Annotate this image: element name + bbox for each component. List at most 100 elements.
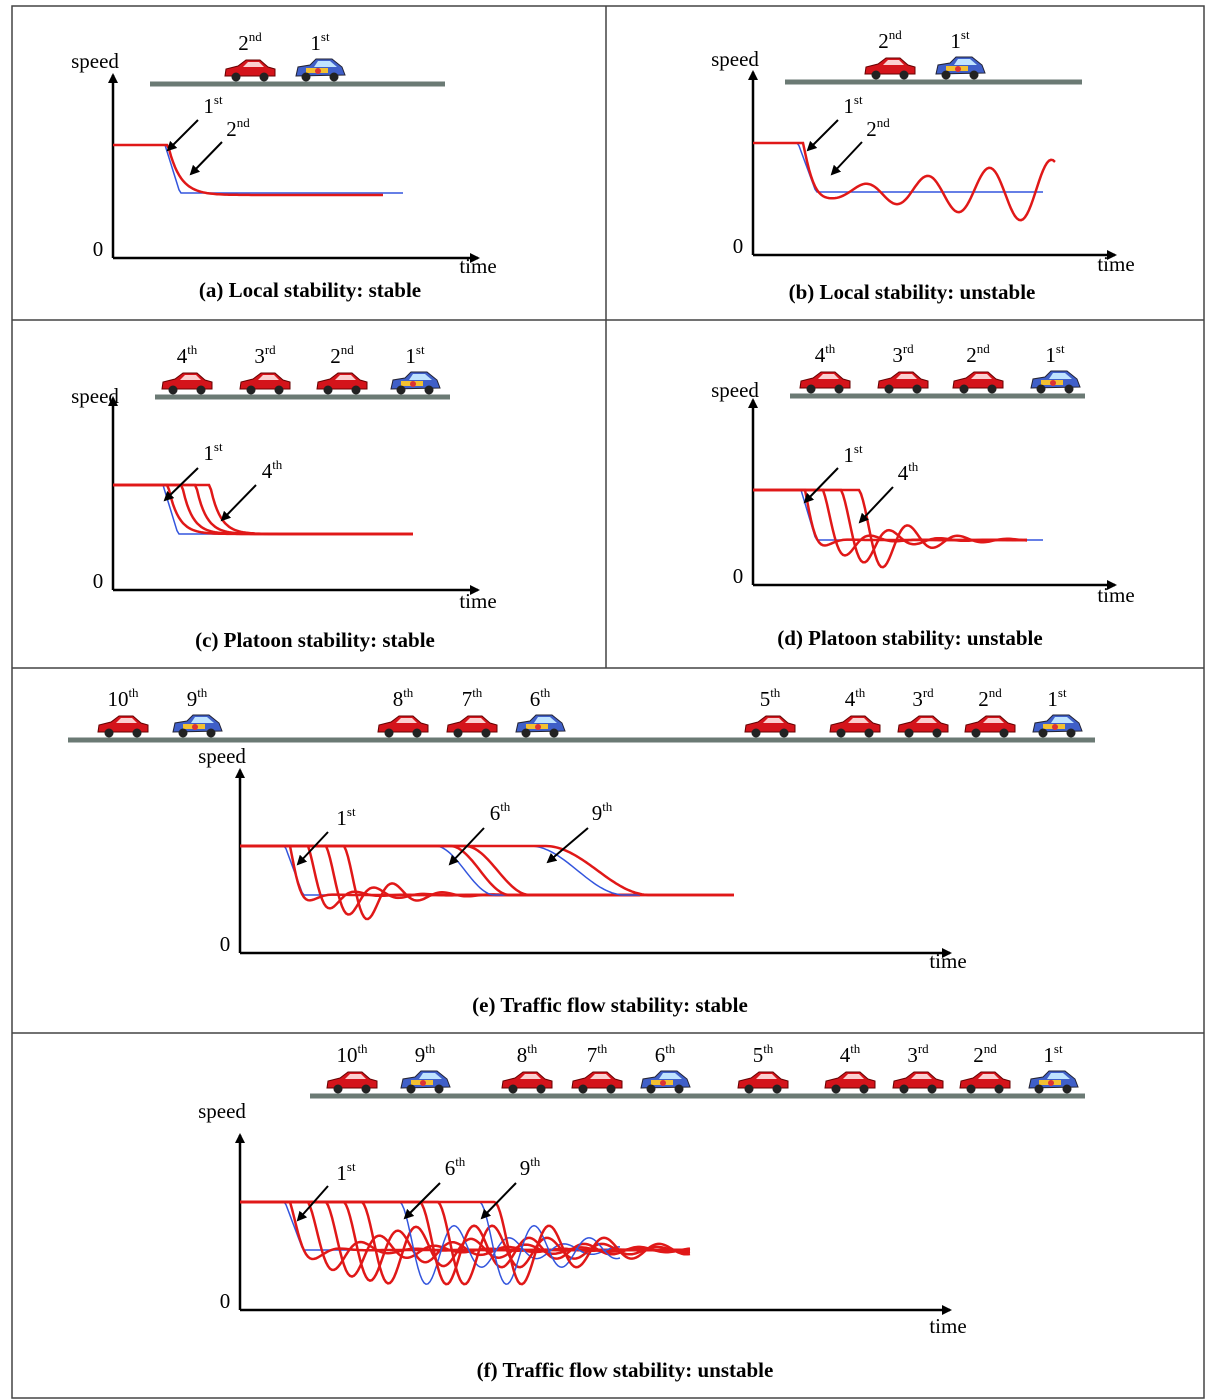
wheel xyxy=(970,71,979,80)
curve-label-number: 1 xyxy=(203,441,214,465)
caption: (c) Platoon stability: stable xyxy=(195,628,435,652)
curve-label-suffix: st xyxy=(854,92,863,107)
caption: (f) Traffic flow stability: unstable xyxy=(477,1358,774,1382)
wheel xyxy=(872,71,881,80)
car-label-suffix: th xyxy=(850,1041,861,1056)
car xyxy=(572,1072,622,1094)
car-label-number: 4 xyxy=(845,687,856,711)
car-decal xyxy=(1048,1080,1054,1086)
follower-curve xyxy=(113,485,413,534)
car-label-number: 4 xyxy=(815,343,826,367)
wheel xyxy=(933,729,942,738)
y-axis-label: speed xyxy=(198,744,246,768)
curve-label: 1st xyxy=(843,92,863,118)
car-decal xyxy=(955,66,961,72)
x-axis-label: time xyxy=(459,589,496,613)
car-label-suffix: nd xyxy=(889,27,903,42)
car-label-suffix: rd xyxy=(265,342,276,357)
car-label-suffix: st xyxy=(1056,341,1065,356)
car-label-number: 1 xyxy=(1043,1043,1054,1067)
car-label-suffix: nd xyxy=(249,29,263,44)
wheel xyxy=(865,729,874,738)
car-label: 6th xyxy=(530,685,551,711)
arrow xyxy=(222,485,256,520)
car-label: 3rd xyxy=(907,1041,929,1067)
curve-label: 1st xyxy=(203,92,223,118)
wheel xyxy=(1035,1085,1044,1094)
car-label-number: 3 xyxy=(912,687,923,711)
car-label-suffix: th xyxy=(187,342,198,357)
car-label: 1st xyxy=(1043,1041,1063,1067)
car-label: 2nd xyxy=(966,341,990,367)
curve-label: 4th xyxy=(262,457,283,483)
y-axis-label: speed xyxy=(71,49,119,73)
car-label: 2nd xyxy=(878,27,902,53)
wheel xyxy=(232,73,241,82)
car xyxy=(825,1072,875,1094)
race-car xyxy=(1033,715,1082,738)
car-label-suffix: th xyxy=(770,685,781,700)
car-label: 7th xyxy=(587,1041,608,1067)
car-label: 10th xyxy=(336,1041,368,1067)
wheel xyxy=(407,1085,416,1094)
follower-curve xyxy=(113,485,413,534)
caption: (b) Local stability: unstable xyxy=(789,280,1036,304)
caption: (e) Traffic flow stability: stable xyxy=(472,993,748,1017)
car-label-suffix: th xyxy=(597,1041,608,1056)
car-label: 2nd xyxy=(238,29,262,55)
race-car xyxy=(391,372,440,395)
car xyxy=(240,373,290,395)
arrow xyxy=(808,120,838,150)
wheel xyxy=(425,386,434,395)
follower-curve xyxy=(753,143,1055,220)
race-car xyxy=(641,1071,690,1094)
wheel xyxy=(169,386,178,395)
wheel xyxy=(928,1085,937,1094)
curve-label-number: 4 xyxy=(262,459,273,483)
curve-label-number: 1 xyxy=(336,1161,347,1185)
wheel xyxy=(860,1085,869,1094)
car-decal xyxy=(1052,724,1058,730)
car-label-suffix: nd xyxy=(984,1041,998,1056)
wheel xyxy=(1063,1085,1072,1094)
car xyxy=(738,1072,788,1094)
curve-label: 1st xyxy=(336,804,356,830)
car-label: 4th xyxy=(815,341,836,367)
curve-label-number: 4 xyxy=(898,461,909,485)
car-label: 5th xyxy=(753,1041,774,1067)
car-label-number: 1 xyxy=(1047,687,1058,711)
y-axis-label: speed xyxy=(198,1099,246,1123)
x-axis-label: time xyxy=(929,1314,966,1338)
wheel xyxy=(482,729,491,738)
follower-curve xyxy=(753,490,1027,556)
y-axis-label: speed xyxy=(711,47,759,71)
car xyxy=(865,58,915,80)
wheel xyxy=(988,385,997,394)
car-decal xyxy=(1050,380,1056,386)
car-label-suffix: rd xyxy=(923,685,934,700)
car-label-number: 10 xyxy=(336,1043,357,1067)
wheel xyxy=(302,73,311,82)
curve-label-suffix: th xyxy=(500,799,511,814)
car-label-number: 6 xyxy=(530,687,541,711)
wheel xyxy=(752,729,761,738)
wheel xyxy=(837,729,846,738)
car-label-suffix: th xyxy=(527,1041,538,1056)
car-label-suffix: th xyxy=(472,685,483,700)
curve-label: 2nd xyxy=(226,115,250,141)
car-label-suffix: rd xyxy=(918,1041,929,1056)
wheel xyxy=(397,386,406,395)
curve-label: 6th xyxy=(445,1154,466,1180)
race-car xyxy=(401,1071,450,1094)
x-axis-label: time xyxy=(459,254,496,278)
wheel xyxy=(900,1085,909,1094)
curve-label: 9th xyxy=(520,1154,541,1180)
wheel xyxy=(207,729,216,738)
wheel xyxy=(330,73,339,82)
curve-label: 1st xyxy=(203,439,223,465)
arrow xyxy=(168,120,198,150)
car-label-number: 1 xyxy=(310,31,321,55)
car-label-number: 2 xyxy=(978,687,989,711)
wheel xyxy=(1000,729,1009,738)
wheel xyxy=(579,1085,588,1094)
